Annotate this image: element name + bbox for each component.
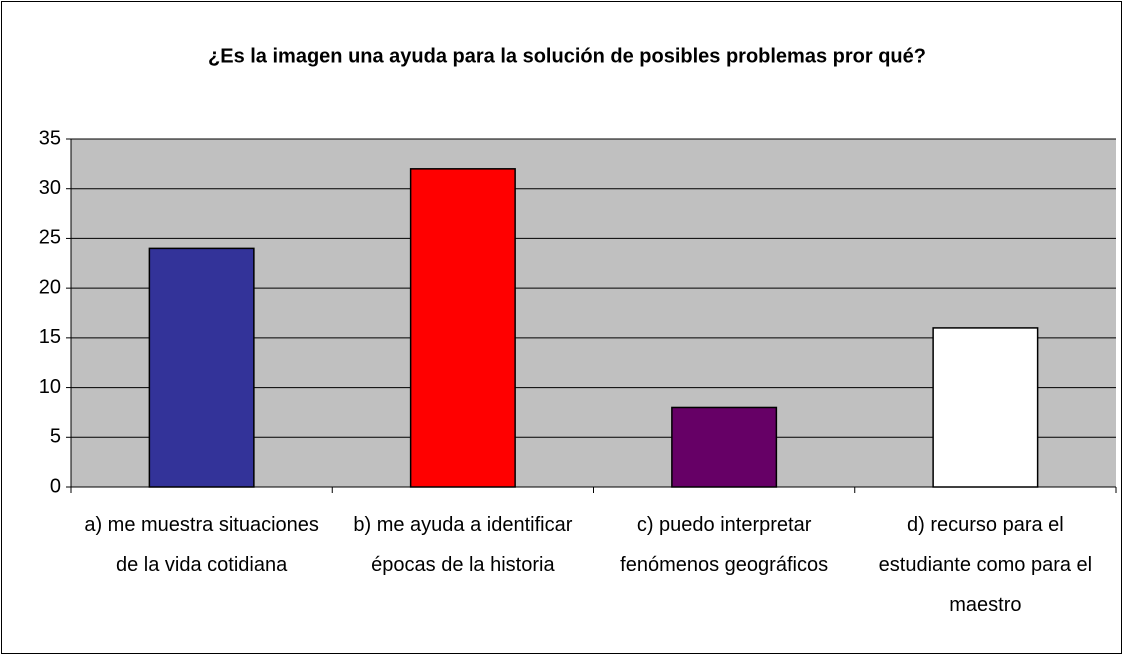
x-tick-label: a) me muestra situaciones de la vida cot… (84, 514, 319, 576)
y-tick-label: 25 (39, 227, 61, 249)
y-tick-label: 10 (39, 376, 61, 398)
y-tick-label: 20 (39, 276, 61, 298)
x-tick-label: c) puedo interpretar fenómenos geográfic… (620, 514, 829, 576)
y-tick-label: 5 (50, 426, 61, 448)
y-tick-label: 0 (50, 475, 61, 497)
x-tick-label: b) me ayuda a identificar épocas de la h… (353, 514, 573, 576)
chart-title: ¿Es la imagen una ayuda para la solución… (208, 45, 926, 67)
bar (148, 247, 255, 488)
bar (932, 327, 1039, 488)
y-tick-label: 30 (39, 177, 61, 199)
bar (409, 168, 516, 488)
x-tick-label: d) recurso para el estudiante como para … (878, 514, 1093, 616)
y-tick-label: 15 (39, 326, 61, 348)
bar (671, 406, 778, 488)
y-tick-label: 35 (39, 127, 61, 149)
